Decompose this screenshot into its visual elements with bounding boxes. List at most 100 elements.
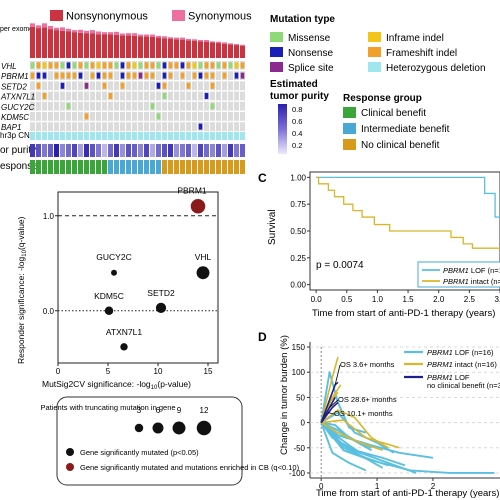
grid-cell xyxy=(162,101,167,111)
size-legend-dot xyxy=(134,423,144,433)
grid-cell xyxy=(216,81,221,91)
response-cell xyxy=(132,160,137,174)
bar-axis-label: per exome xyxy=(0,26,33,33)
panel-d-annotations: OS 3.6+ months OS 28.6+ months OS 10.1+ mo… xyxy=(327,360,397,418)
bar-nonsynonymous xyxy=(198,41,203,58)
grid-cell xyxy=(180,81,185,91)
grid-cell xyxy=(210,91,215,101)
mutation-mark xyxy=(162,62,167,69)
y-tick-label: 0.25 xyxy=(290,254,306,263)
grid-cell xyxy=(150,81,155,91)
cna-cell xyxy=(222,132,227,140)
grid-cell xyxy=(222,122,227,131)
response-group-swatch xyxy=(343,139,356,150)
purity-cell xyxy=(72,144,77,157)
size-legend-value: 9 xyxy=(177,406,182,415)
survival-curve xyxy=(316,176,500,218)
cna-row-label: hr3p CNA xyxy=(0,131,36,140)
bar-synonymous xyxy=(162,36,167,39)
response-cell xyxy=(144,160,149,174)
mutation-mark xyxy=(66,103,71,110)
response-cell xyxy=(168,160,173,174)
grid-cell xyxy=(234,81,239,91)
mutation-type-label: Missense xyxy=(288,33,331,44)
cna-cell xyxy=(144,132,149,140)
grid-cell xyxy=(156,71,161,80)
mutation-mark xyxy=(138,72,143,79)
grid-cell xyxy=(120,101,125,111)
cna-cell xyxy=(168,132,173,140)
response-cell xyxy=(150,160,155,174)
bar-nonsynonymous xyxy=(96,34,101,58)
bar-synonymous xyxy=(210,41,215,43)
grid-cell xyxy=(42,112,47,121)
purity-cell xyxy=(84,144,89,157)
grid-cell xyxy=(90,101,95,111)
grid-cell xyxy=(144,112,149,121)
grid-cell xyxy=(192,122,197,131)
mutation-mark xyxy=(180,62,185,69)
annotation-label: OS 10.1+ months xyxy=(334,409,393,418)
mutation-mark xyxy=(120,82,125,89)
panel-b-points: PBRM1 VHL GUCY2C SETD2 KDM5C ATXN7L1 xyxy=(94,185,212,351)
x-tick-label: 0 xyxy=(56,367,61,376)
purity-cell xyxy=(54,144,59,157)
purity-cell xyxy=(240,144,245,157)
purity-cell xyxy=(132,144,137,157)
bar-nonsynonymous xyxy=(66,31,71,58)
response-group-swatch xyxy=(343,107,356,118)
burden-line xyxy=(321,421,372,452)
cna-cell xyxy=(126,132,131,140)
legend-dot-significant-cb xyxy=(66,463,74,471)
grid-cell xyxy=(174,71,179,80)
grid-cell xyxy=(96,101,101,111)
burden-line xyxy=(320,421,361,454)
mutation-mark xyxy=(60,62,65,69)
grid-cell xyxy=(66,112,71,121)
mutation-mark xyxy=(168,62,173,69)
y-tick-label: -100 xyxy=(289,469,306,478)
grid-cell xyxy=(108,112,113,121)
bar-synonymous xyxy=(78,29,83,33)
grid-cell xyxy=(174,81,179,91)
purity-cell xyxy=(216,144,221,157)
bar-synonymous xyxy=(234,44,239,46)
x-tick-label: 2.5 xyxy=(464,295,476,304)
bar-synonymous xyxy=(48,26,53,30)
grid-cell xyxy=(240,91,245,101)
grid-cell xyxy=(78,101,83,111)
annotation-label: OS 28.6+ months xyxy=(338,395,397,404)
grid-cell xyxy=(240,81,245,91)
cna-cell xyxy=(216,132,221,140)
survival-curve xyxy=(316,176,500,249)
legend-label-nonsynonymous: Nonsynonymous xyxy=(66,11,148,23)
response-cell xyxy=(192,160,197,174)
grid-cell xyxy=(90,81,95,91)
mutation-mark xyxy=(72,72,77,79)
point-pbrm1 xyxy=(190,198,206,214)
cna-cell xyxy=(48,132,53,140)
mutation-mark xyxy=(210,103,215,110)
panel-d-tumor-burden: D 150 100 50 0 -50 -100 0 1 2 Change in tumor bu… xyxy=(258,330,500,499)
mutation-mark xyxy=(156,82,161,89)
bar-nonsynonymous xyxy=(120,35,125,58)
panel-b-x-axis-label: MutSig2CV significance: -log10(p-value) xyxy=(42,379,191,391)
grid-cell xyxy=(174,91,179,101)
grid-cell xyxy=(144,122,149,131)
grid-cell xyxy=(204,112,209,121)
x-tick-label: 2 xyxy=(431,482,436,491)
y-tick-label: -50 xyxy=(293,444,305,453)
legend-label: PBRM1 LOF xyxy=(427,373,470,382)
grid-cell xyxy=(114,101,119,111)
grid-cell xyxy=(138,81,143,91)
grid-cell xyxy=(186,71,191,80)
bar-nonsynonymous xyxy=(84,33,89,58)
grid-cell xyxy=(102,101,107,111)
mutation-mark xyxy=(210,82,215,89)
response-cell xyxy=(42,160,47,174)
mutation-mark xyxy=(216,62,221,69)
response-cell xyxy=(174,160,179,174)
cna-cell xyxy=(228,132,233,140)
size-legend-dot xyxy=(152,422,164,434)
mutation-mark xyxy=(108,93,113,99)
